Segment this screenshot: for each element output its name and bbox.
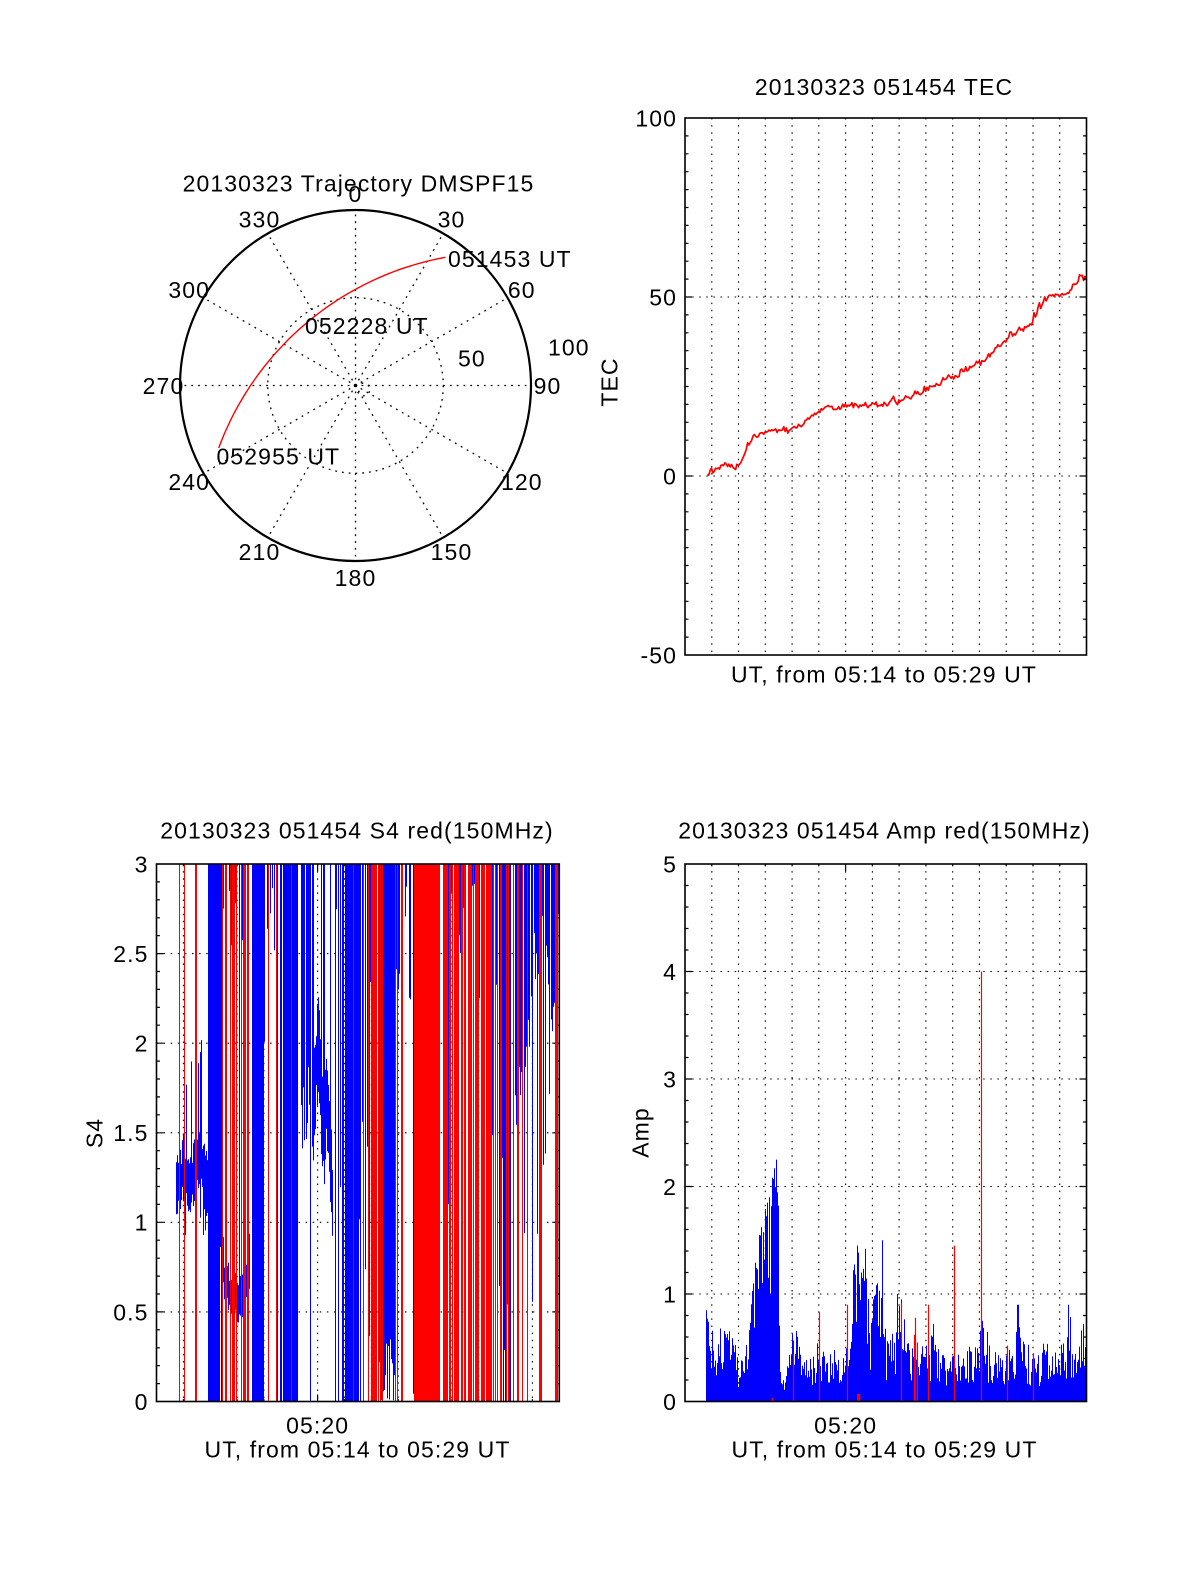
svg-text:Amp: Amp bbox=[627, 1107, 653, 1158]
svg-text:50: 50 bbox=[458, 345, 486, 371]
svg-text:052955 UT: 052955 UT bbox=[217, 444, 341, 470]
svg-text:0: 0 bbox=[663, 463, 677, 489]
svg-text:05:20: 05:20 bbox=[286, 1413, 349, 1439]
svg-text:-50: -50 bbox=[640, 642, 677, 668]
svg-text:240: 240 bbox=[168, 469, 210, 495]
svg-text:S4: S4 bbox=[81, 1118, 107, 1148]
svg-text:UT, from 05:14 to 05:29 UT: UT, from 05:14 to 05:29 UT bbox=[731, 1437, 1037, 1463]
svg-text:300: 300 bbox=[168, 277, 210, 303]
svg-text:05:20: 05:20 bbox=[814, 1413, 877, 1439]
svg-text:30: 30 bbox=[438, 207, 466, 233]
svg-text:0: 0 bbox=[663, 1389, 677, 1415]
svg-text:20130323 051454 S4 red(150MHz): 20130323 051454 S4 red(150MHz) bbox=[160, 818, 554, 844]
svg-text:0: 0 bbox=[349, 181, 363, 207]
svg-text:90: 90 bbox=[534, 373, 562, 399]
svg-text:120: 120 bbox=[501, 469, 543, 495]
svg-text:1: 1 bbox=[135, 1210, 149, 1236]
svg-text:1: 1 bbox=[663, 1281, 677, 1307]
svg-text:052228 UT: 052228 UT bbox=[305, 313, 429, 339]
svg-text:180: 180 bbox=[335, 565, 377, 591]
svg-text:20130323 Trajectory DMSPF15: 20130323 Trajectory DMSPF15 bbox=[183, 171, 535, 197]
svg-text:330: 330 bbox=[239, 207, 281, 233]
svg-text:3: 3 bbox=[135, 851, 149, 877]
svg-text:60: 60 bbox=[508, 277, 536, 303]
svg-text:TEC: TEC bbox=[596, 357, 622, 406]
svg-text:0.5: 0.5 bbox=[113, 1299, 148, 1325]
svg-text:150: 150 bbox=[431, 539, 473, 565]
svg-text:210: 210 bbox=[239, 539, 281, 565]
svg-text:100: 100 bbox=[635, 105, 677, 131]
svg-text:20130323 051454 TEC: 20130323 051454 TEC bbox=[755, 74, 1013, 100]
svg-text:2.5: 2.5 bbox=[113, 941, 148, 967]
svg-text:2: 2 bbox=[663, 1174, 677, 1200]
svg-text:3: 3 bbox=[663, 1066, 677, 1092]
svg-text:1.5: 1.5 bbox=[113, 1120, 148, 1146]
svg-text:4: 4 bbox=[663, 959, 677, 985]
svg-text:UT, from 05:14 to 05:29 UT: UT, from 05:14 to 05:29 UT bbox=[731, 662, 1037, 688]
svg-text:UT, from 05:14 to 05:29 UT: UT, from 05:14 to 05:29 UT bbox=[204, 1437, 510, 1463]
svg-text:270: 270 bbox=[143, 373, 185, 399]
svg-text:20130323 051454 Amp red(150MHz: 20130323 051454 Amp red(150MHz) bbox=[678, 818, 1091, 844]
svg-text:50: 50 bbox=[649, 284, 677, 310]
svg-text:5: 5 bbox=[663, 851, 677, 877]
svg-text:2: 2 bbox=[135, 1031, 149, 1057]
svg-text:100: 100 bbox=[548, 334, 590, 360]
svg-text:051453 UT: 051453 UT bbox=[448, 246, 572, 272]
svg-text:0: 0 bbox=[135, 1389, 149, 1415]
